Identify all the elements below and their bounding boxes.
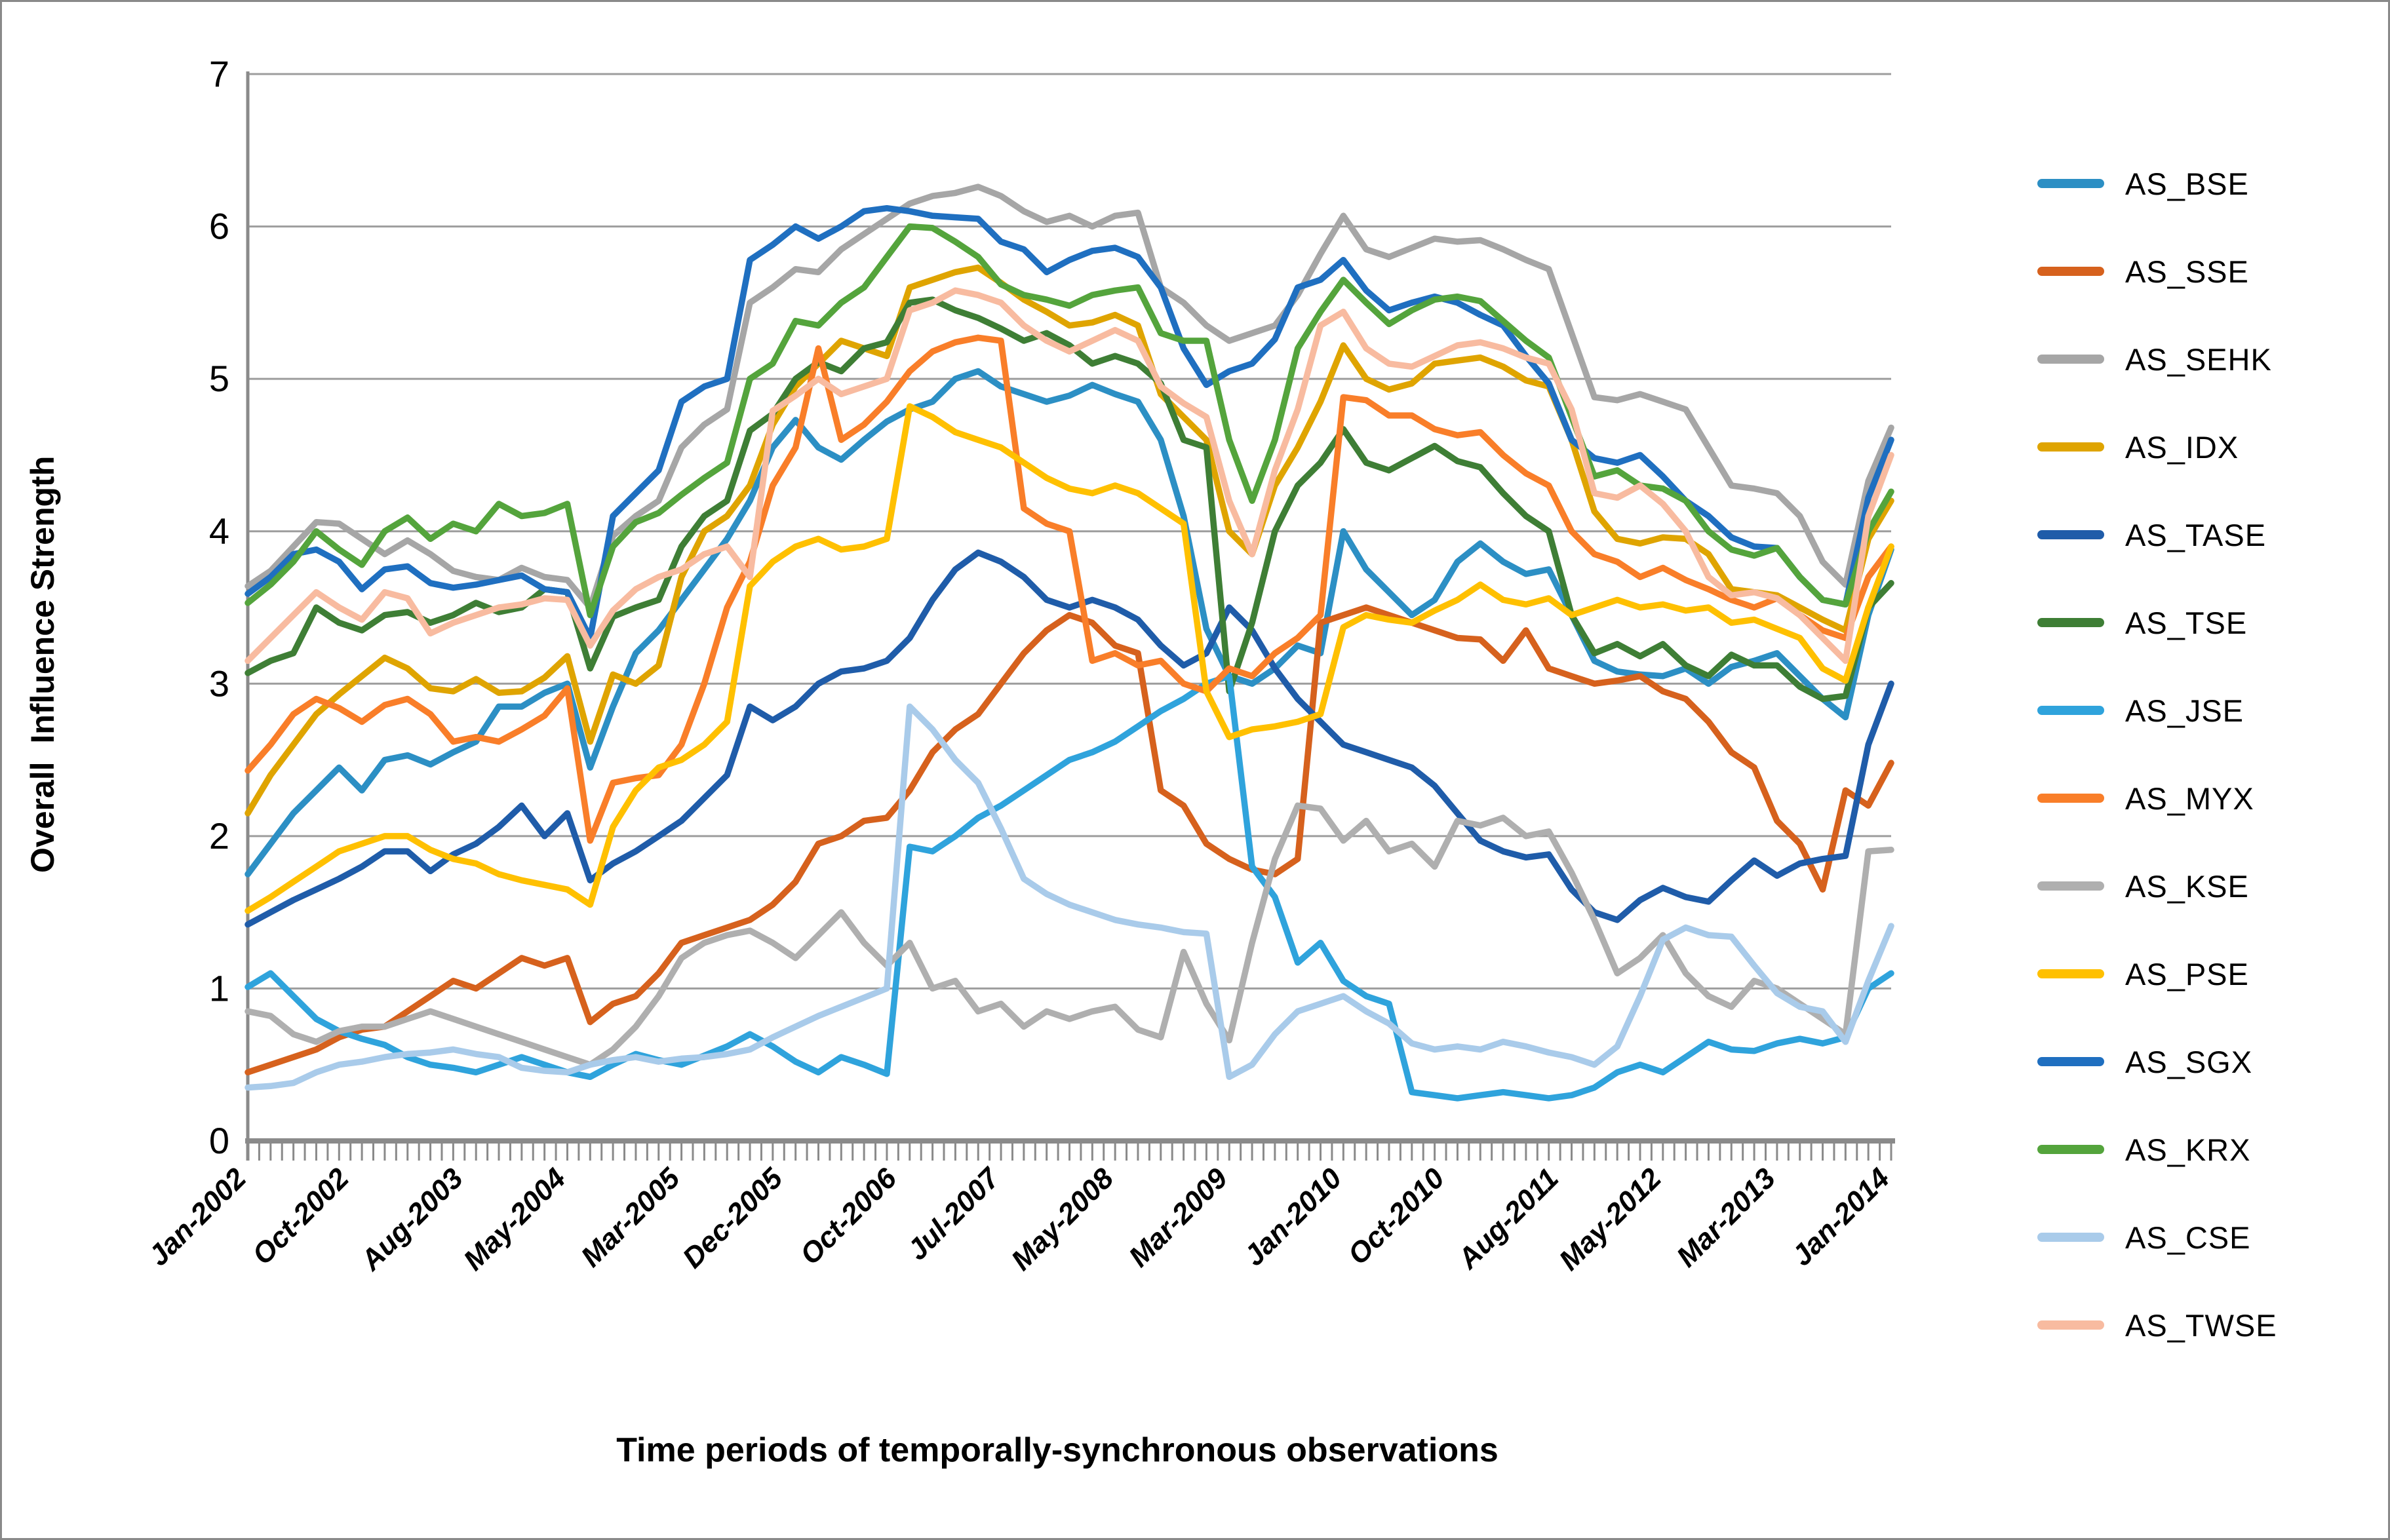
legend-label: AS_JSE [2125,693,2244,728]
legend-swatch-AS_KRX [2037,1145,2104,1154]
x-tick-label: Aug-2011 [1451,1162,1565,1275]
series-line-AS_IDX [245,264,1894,817]
legend-label: AS_SEHK [2125,341,2272,377]
legend-item-AS_IDX: AS_IDX [2037,403,2378,491]
legend-label: AS_MYX [2125,780,2254,816]
y-tick-label: 4 [209,510,229,552]
series-line-AS_SGX [245,204,1894,642]
series-line-AS_SSE [245,604,1894,1076]
series-line-AS_TSE [245,296,1894,703]
legend-item-AS_TSE: AS_TSE [2037,579,2378,666]
x-tick-label: Oct-2006 [794,1162,903,1271]
legend-item-AS_SSE: AS_SSE [2037,227,2378,315]
legend-label: AS_KRX [2125,1132,2251,1167]
x-tick-label: Oct-2002 [246,1162,355,1271]
legend-item-AS_SGX: AS_SGX [2037,1018,2378,1106]
legend-item-AS_KRX: AS_KRX [2037,1106,2378,1193]
x-tick-label: May-2008 [1005,1162,1120,1277]
y-tick-label: 7 [209,53,229,94]
y-tick-label: 2 [209,815,229,857]
legend-swatch-AS_TASE [2037,530,2104,539]
legend-swatch-AS_JSE [2037,706,2104,715]
legend-label: AS_TWSE [2125,1307,2277,1343]
legend-label: AS_KSE [2125,868,2249,904]
legend-item-AS_PSE: AS_PSE [2037,930,2378,1018]
legend-label: AS_TSE [2125,605,2248,640]
series-line-AS_TWSE [245,287,1894,664]
legend: AS_BSE AS_SSE AS_SEHK AS_IDX AS_TASE AS_TSE AS… [2037,140,2378,1369]
series-line-AS_MYX [245,334,1894,844]
x-tick-label: Oct-2010 [1342,1162,1451,1271]
legend-swatch-AS_CSE [2037,1233,2104,1242]
series-line-AS_TASE [245,549,1894,928]
legend-swatch-AS_TSE [2037,618,2104,627]
legend-item-AS_SEHK: AS_SEHK [2037,315,2378,403]
legend-item-AS_KSE: AS_KSE [2037,842,2378,930]
series-line-AS_KSE [245,802,1894,1068]
legend-label: AS_TASE [2125,517,2267,552]
x-tick-label: Jan-2014 [1786,1162,1896,1272]
series-line-AS_JSE [245,672,1894,1102]
x-tick-label: Mar-2005 [575,1162,686,1273]
legend-label: AS_SSE [2125,254,2249,289]
legend-swatch-AS_TWSE [2037,1320,2104,1330]
x-tick-label: Jan-2010 [1238,1162,1348,1272]
series-line-AS_PSE [245,403,1894,914]
series-line-AS_SEHK [245,183,1894,611]
x-tick-label: Jul-2007 [901,1161,1007,1267]
legend-label: AS_SGX [2125,1044,2253,1079]
x-tick-label: May-2004 [458,1162,572,1277]
legend-item-AS_TASE: AS_TASE [2037,491,2378,579]
x-tick-label: Jan-2002 [142,1162,252,1272]
y-tick-label: 1 [209,967,229,1009]
y-tick-label: 5 [209,358,229,399]
legend-swatch-AS_SSE [2037,267,2104,276]
series-line-AS_CSE [245,703,1894,1091]
legend-swatch-AS_BSE [2037,179,2104,188]
x-tick-label: Mar-2013 [1670,1162,1782,1273]
series-line-AS_KRX [245,223,1894,619]
x-tick-label: Dec-2005 [676,1162,789,1275]
y-axis-title: Overall Influence Strength [24,455,61,873]
x-tick-label: May-2012 [1553,1162,1668,1277]
legend-item-AS_BSE: AS_BSE [2037,140,2378,227]
y-tick-label: 6 [209,206,229,247]
y-tick-label: 0 [209,1120,229,1161]
legend-swatch-AS_KSE [2037,881,2104,891]
legend-item-AS_TWSE: AS_TWSE [2037,1281,2378,1369]
x-tick-label: Aug-2003 [354,1162,469,1277]
legend-swatch-AS_SGX [2037,1057,2104,1066]
legend-swatch-AS_MYX [2037,794,2104,803]
legend-label: AS_IDX [2125,429,2239,465]
x-tick-label: Mar-2009 [1123,1162,1234,1273]
legend-item-AS_MYX: AS_MYX [2037,754,2378,842]
y-tick-label: 3 [209,663,229,704]
legend-label: AS_BSE [2125,166,2249,201]
legend-label: AS_CSE [2125,1220,2251,1255]
legend-swatch-AS_IDX [2037,442,2104,452]
legend-item-AS_JSE: AS_JSE [2037,666,2378,754]
legend-swatch-AS_PSE [2037,969,2104,978]
x-axis-title: Time periods of temporally-synchronous o… [616,1431,1499,1469]
legend-item-AS_CSE: AS_CSE [2037,1193,2378,1281]
legend-label: AS_PSE [2125,956,2249,991]
series-line-AS_BSE [245,368,1894,877]
legend-swatch-AS_SEHK [2037,355,2104,364]
